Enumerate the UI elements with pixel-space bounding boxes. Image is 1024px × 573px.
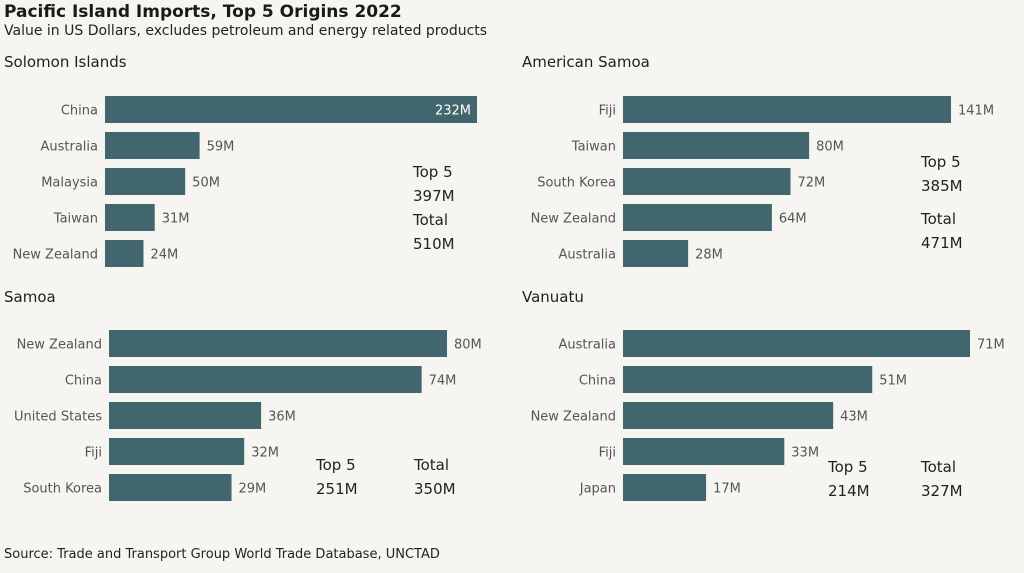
total-label: Total — [413, 211, 449, 229]
value-label: 141M — [958, 104, 994, 119]
value-label: 43M — [840, 410, 868, 425]
value-label: 80M — [816, 140, 844, 155]
value-label: 51M — [879, 374, 907, 389]
value-label: 59M — [207, 140, 235, 155]
value-label: 31M — [162, 212, 190, 227]
category-label: Malaysia — [41, 176, 98, 191]
total-label: Total — [414, 456, 450, 474]
value-label: 74M — [429, 374, 457, 389]
bar — [623, 132, 810, 159]
value-label: 232M — [435, 104, 471, 119]
top5-label: Top 5 — [921, 153, 961, 171]
chart-subtitle: Value in US Dollars, excludes petroleum … — [4, 23, 488, 39]
panel-vanuatu: Vanuatu Australia 71M China 51M New Zealand 4… — [518, 287, 1024, 522]
total-value: 327M — [921, 482, 963, 500]
category-label: Taiwan — [571, 140, 616, 155]
bar — [623, 240, 689, 267]
panel-samoa: Samoa New Zealand 80M China 74M United State… — [0, 287, 512, 522]
total-label: Total — [921, 210, 957, 228]
bar — [623, 204, 772, 231]
top5-block: Top 5 251M — [316, 453, 358, 501]
category-label: Fiji — [599, 446, 616, 461]
total-label: Total — [921, 458, 957, 476]
bar — [105, 168, 186, 195]
chart-title: Pacific Island Imports, Top 5 Origins 20… — [4, 2, 402, 22]
bar — [105, 96, 477, 123]
category-label: South Korea — [537, 176, 616, 191]
bar — [623, 366, 873, 393]
category-label: United States — [14, 410, 102, 425]
total-value: 471M — [921, 234, 963, 252]
panel-title: Vanuatu — [522, 288, 584, 306]
summary-block: Top 5 385M Total 471M — [921, 150, 963, 255]
bar — [105, 132, 200, 159]
category-label: New Zealand — [13, 248, 98, 263]
top5-value: 385M — [921, 177, 963, 195]
panel-title: American Samoa — [522, 53, 650, 71]
category-label: China — [61, 104, 98, 119]
bar — [623, 96, 951, 123]
value-label: 28M — [695, 248, 723, 263]
category-label: Fiji — [599, 104, 616, 119]
top5-value: 251M — [316, 480, 358, 498]
bar — [623, 402, 834, 429]
source-note: Source: Trade and Transport Group World … — [4, 547, 440, 562]
category-label: Australia — [558, 248, 616, 263]
value-label: 36M — [268, 410, 296, 425]
category-label: New Zealand — [531, 410, 616, 425]
value-label: 72M — [797, 176, 825, 191]
bar — [623, 438, 785, 465]
category-label: Australia — [558, 338, 616, 353]
bar — [105, 240, 144, 267]
category-label: New Zealand — [531, 212, 616, 227]
category-label: China — [579, 374, 616, 389]
bar — [109, 402, 262, 429]
category-label: China — [65, 374, 102, 389]
bar — [623, 474, 707, 501]
bar — [109, 366, 422, 393]
bar — [109, 438, 245, 465]
bar — [105, 204, 155, 231]
value-label: 33M — [791, 446, 819, 461]
value-label: 32M — [251, 446, 279, 461]
bar-chart: Australia 71M China 51M New Zealand 43M Fiji 33… — [531, 330, 1005, 501]
category-label: New Zealand — [17, 338, 102, 353]
bar-chart: Fiji 141M Taiwan 80M South Korea 72M New Zeala… — [531, 96, 994, 267]
value-label: 80M — [454, 338, 482, 353]
total-value: 350M — [414, 480, 456, 498]
top5-label: Top 5 — [413, 163, 453, 181]
summary-block: Top 5 397M Total 510M — [413, 160, 455, 256]
value-label: 17M — [713, 482, 741, 497]
top5-label: Top 5 — [828, 458, 868, 476]
bar-chart: New Zealand 80M China 74M United States 36M Fi… — [14, 330, 482, 501]
panel-title: Samoa — [4, 288, 56, 306]
bar-chart: China 232M Australia 59M Malaysia 50M Taiwan 31… — [13, 96, 477, 267]
panel-solomon-islands: Solomon Islands China 232M Australia 59M Mal… — [0, 52, 512, 287]
value-label: 71M — [977, 338, 1005, 353]
top5-block: Top 5 214M — [828, 455, 870, 503]
total-block: Total 350M — [414, 453, 456, 501]
bar — [623, 168, 791, 195]
value-label: 24M — [150, 248, 178, 263]
category-label: Australia — [40, 140, 98, 155]
panel-american-samoa: American Samoa Fiji 141M Taiwan 80M South Ko… — [518, 52, 1024, 287]
total-value: 510M — [413, 235, 455, 253]
category-label: South Korea — [23, 482, 102, 497]
bar — [623, 330, 970, 357]
category-label: Fiji — [85, 446, 102, 461]
top5-label: Top 5 — [316, 456, 356, 474]
value-label: 64M — [779, 212, 807, 227]
value-label: 50M — [192, 176, 220, 191]
bar — [109, 474, 232, 501]
value-label: 29M — [239, 482, 267, 497]
category-label: Japan — [579, 482, 616, 497]
top5-value: 397M — [413, 187, 455, 205]
total-block: Total 327M — [921, 455, 963, 503]
category-label: Taiwan — [53, 212, 98, 227]
panel-title: Solomon Islands — [4, 53, 127, 71]
bar — [109, 330, 447, 357]
top5-value: 214M — [828, 482, 870, 500]
